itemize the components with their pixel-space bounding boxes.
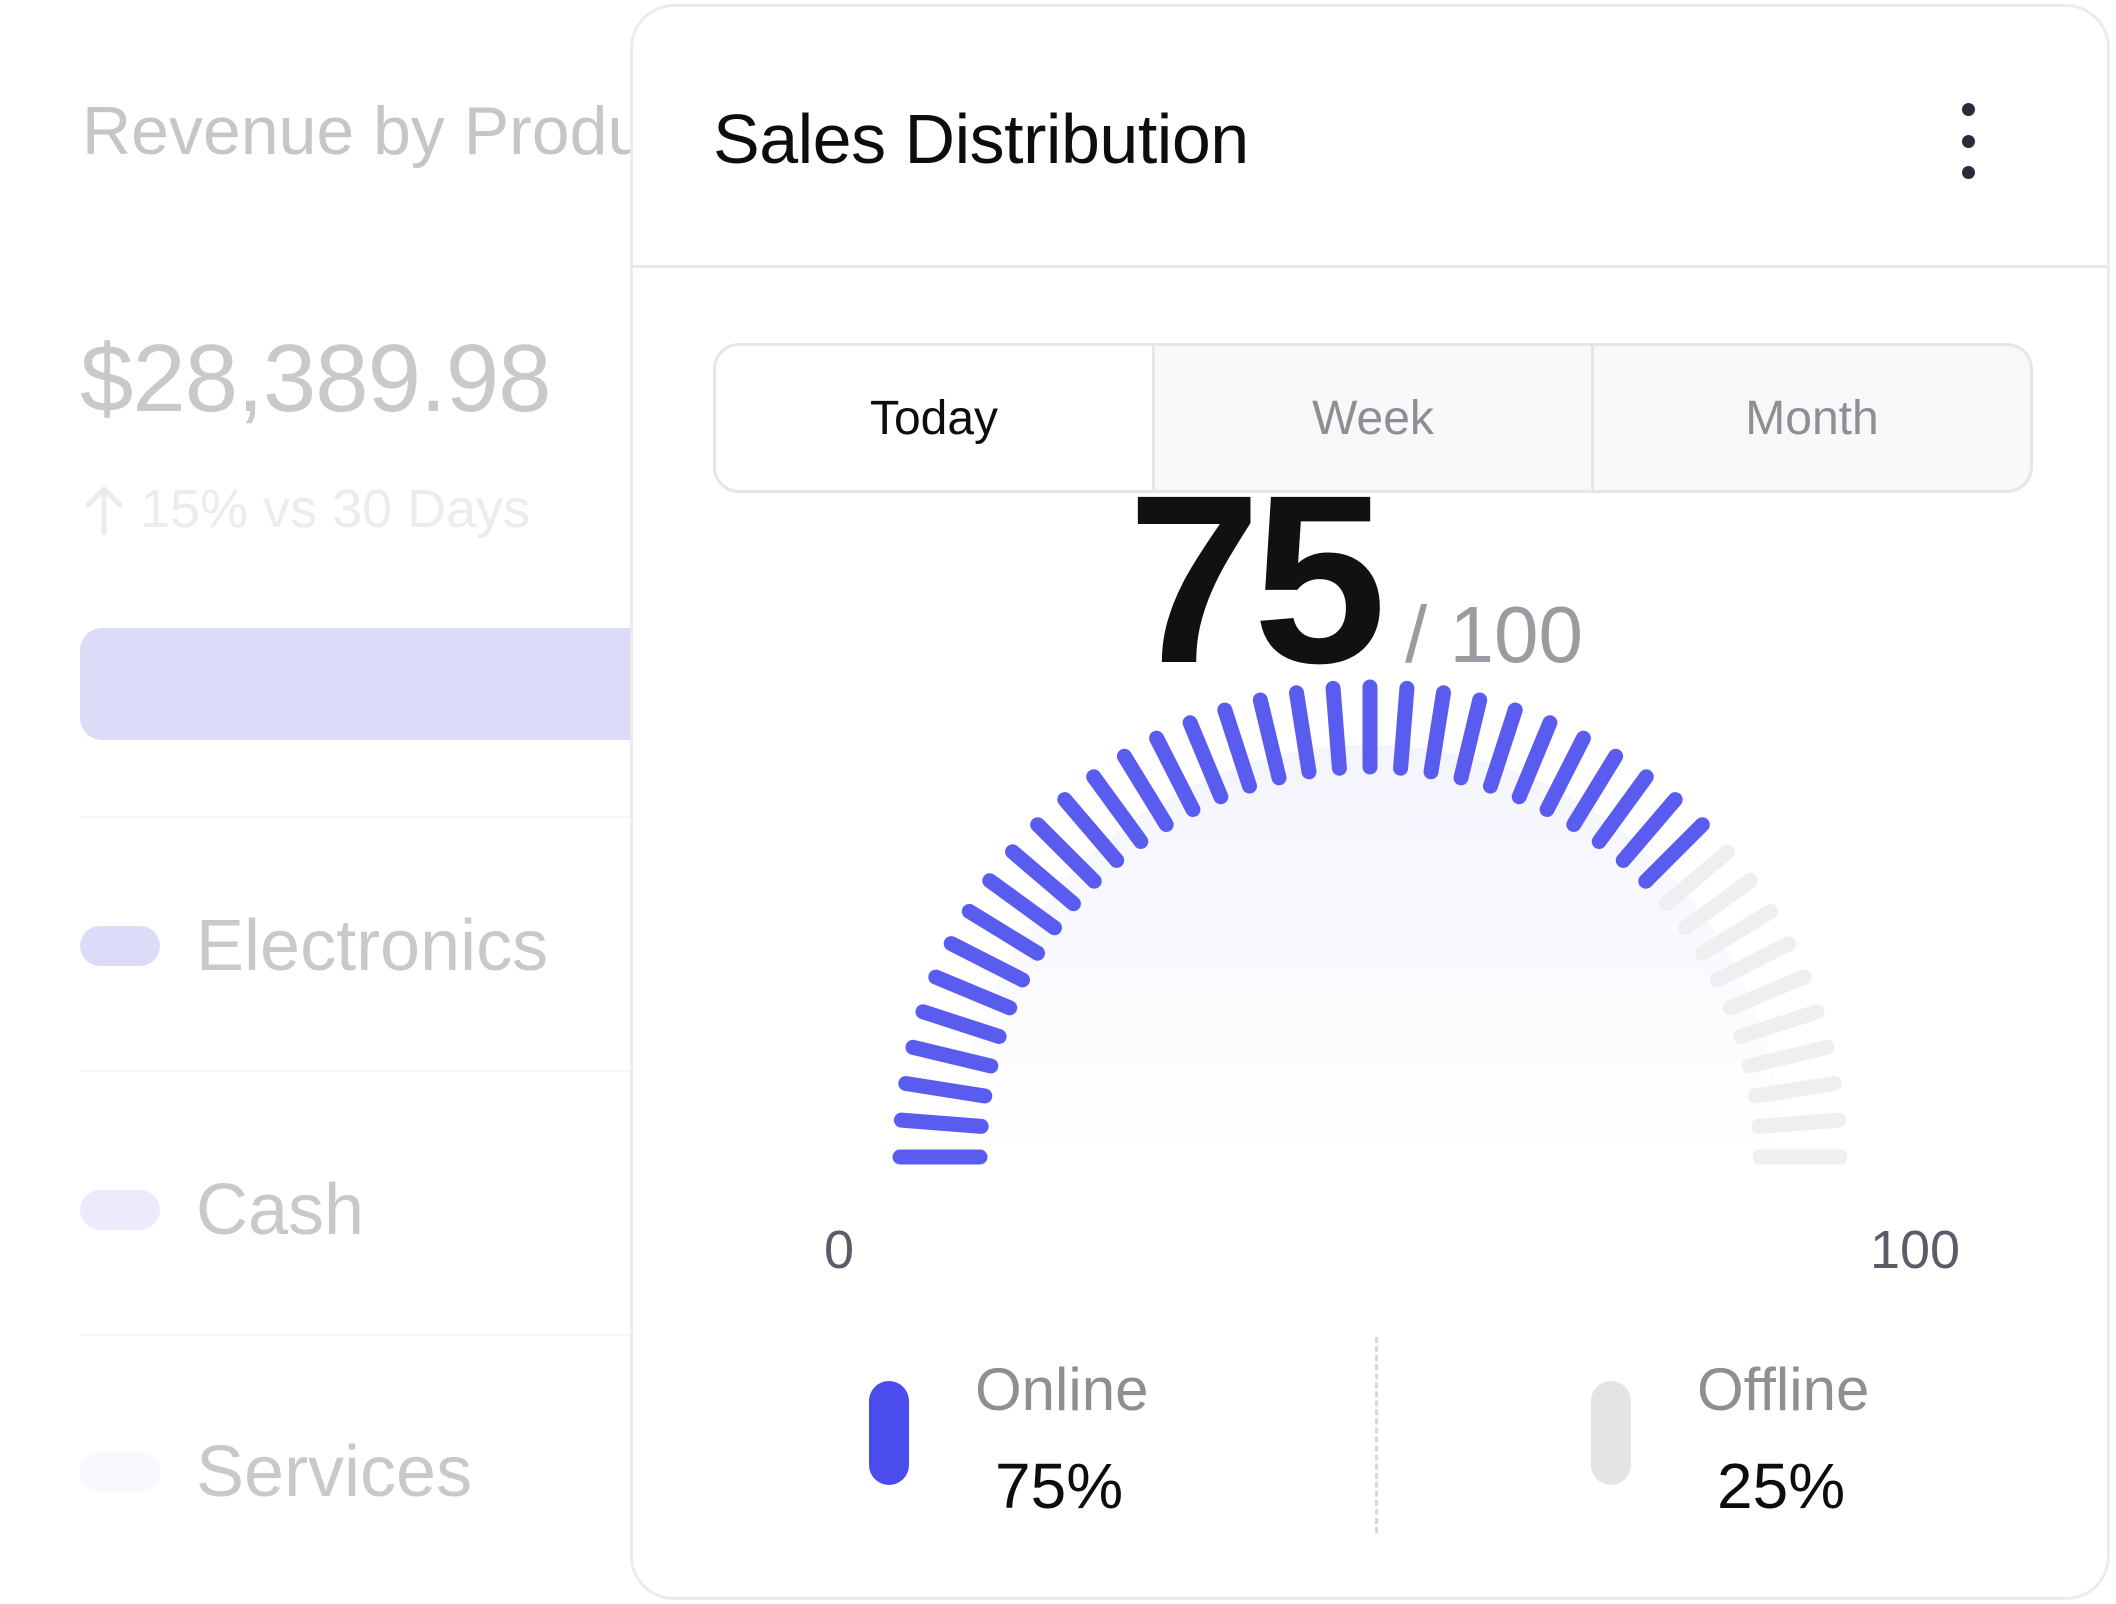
gauge-tick [1591, 769, 1654, 849]
gauge-tick [898, 1076, 993, 1104]
gauge-tick [1005, 844, 1081, 912]
divider [80, 1334, 880, 1336]
gauge-tick [1722, 969, 1812, 1016]
background-card-title: Revenue by Product [82, 93, 699, 169]
more-vertical-icon [1961, 166, 1975, 179]
list-item: Cash [80, 1170, 364, 1250]
gauge-tick [1149, 730, 1201, 817]
card-header: Sales Distribution [633, 7, 2107, 268]
list-item: Electronics [80, 906, 548, 986]
gauge-background [958, 745, 1782, 1157]
revenue-amount: $28,389.98 [80, 325, 551, 432]
gauge-tick [915, 1004, 1007, 1044]
legend-label: Offline [1697, 1356, 1870, 1423]
gauge-tick [1393, 680, 1415, 776]
gauge-tick [1695, 903, 1779, 961]
gauge-tick [1747, 1076, 1842, 1104]
more-vertical-icon [1961, 134, 1975, 148]
list-item-label: Electronics [196, 906, 549, 986]
gauge-tick [961, 903, 1045, 961]
gauge-max-label: 100 [1870, 1220, 1960, 1280]
list-item: Services [80, 1432, 472, 1512]
legend-swatch [869, 1381, 909, 1485]
card-title: Sales Distribution [713, 100, 1249, 178]
tab-week[interactable]: Week [1152, 346, 1591, 490]
gauge-tick [1659, 844, 1735, 912]
gauge-tick [1217, 702, 1257, 794]
gauge-tick [982, 873, 1062, 936]
sales-gauge: 0 100 [824, 679, 1960, 1280]
gauge-value: 75 [1133, 462, 1380, 682]
period-selector: Today Week Month [713, 343, 2033, 493]
gauge-score: 75 / 100 [1133, 462, 1583, 682]
tab-today[interactable]: Today [716, 346, 1152, 490]
legend-swatch [80, 926, 160, 966]
gauge-legend: Online 75% Offline 25% [633, 1337, 2107, 1537]
gauge-tick [1423, 685, 1451, 780]
legend-label: Online [975, 1356, 1149, 1423]
gauge-tick [1511, 715, 1558, 805]
gauge-max-value: / 100 [1405, 590, 1583, 679]
gauge-tick [1733, 1004, 1825, 1044]
gauge-tick [1751, 1112, 1847, 1134]
gauge-tick [1539, 730, 1591, 817]
more-vertical-icon [1961, 103, 1975, 116]
gauge-tick [1325, 680, 1347, 776]
gauge-tick [1710, 936, 1797, 988]
gauge-tick [1116, 748, 1174, 832]
gauge-tick [1678, 873, 1758, 936]
legend-value: 25% [1717, 1450, 1846, 1522]
gauge-tick [1483, 702, 1523, 794]
legend-divider [1375, 1337, 1378, 1533]
gauge-tick [893, 1112, 989, 1134]
gauge-tick [1615, 792, 1683, 868]
more-options-button[interactable] [1933, 91, 2003, 191]
list-item-label: Cash [196, 1170, 365, 1250]
revenue-change: 15% vs 30 Days [82, 478, 530, 540]
gauge-tick [1289, 685, 1317, 780]
tab-month[interactable]: Month [1591, 346, 2030, 490]
gauge-tick [943, 936, 1030, 988]
list-item-label: Services [196, 1432, 473, 1512]
gauge-tick [928, 969, 1018, 1016]
divider [80, 1070, 880, 1072]
gauge-tick [1182, 715, 1229, 805]
legend-value: 75% [995, 1450, 1124, 1522]
gauge-min-label: 0 [824, 1220, 854, 1280]
gauge-tick [905, 1039, 999, 1074]
divider [80, 816, 880, 818]
gauge-tick [1453, 692, 1488, 786]
legend-swatch [80, 1190, 160, 1230]
legend-swatch [80, 1452, 160, 1492]
sales-distribution-card: Sales Distribution Today Week Month 0 10… [630, 4, 2110, 1600]
gauge-tick [1566, 748, 1624, 832]
arrow-up-icon [85, 486, 123, 535]
gauge-tick [1057, 792, 1125, 868]
gauge-tick [1086, 769, 1149, 849]
revenue-change-text: 15% vs 30 Days [140, 479, 531, 539]
gauge-tick [1638, 817, 1710, 889]
gauge-tick [1252, 692, 1287, 786]
gauge-tick [1741, 1039, 1835, 1074]
legend-swatch [1591, 1381, 1631, 1485]
gauge-ticks [892, 679, 1848, 1165]
gauge-tick [1030, 817, 1102, 889]
